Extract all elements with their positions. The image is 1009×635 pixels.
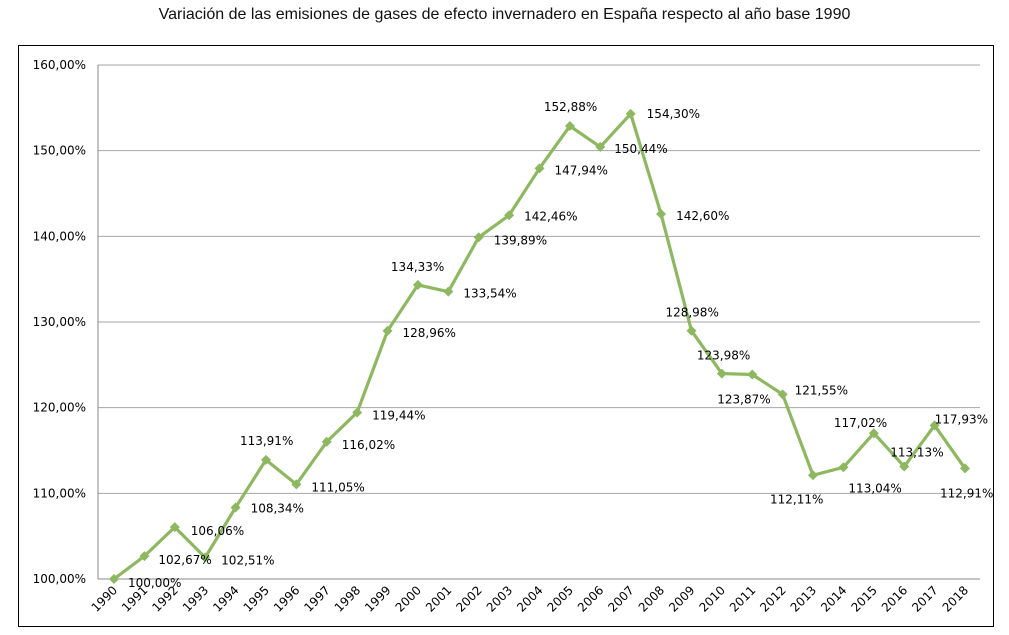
x-tick-label: 2004: [514, 583, 545, 614]
x-tick-label: 2009: [666, 583, 697, 614]
data-point-marker: [109, 574, 119, 584]
data-point-marker: [777, 389, 788, 400]
data-label: 100,00%: [128, 576, 181, 590]
x-tick-label: 2016: [879, 583, 910, 614]
data-point-marker: [838, 462, 849, 473]
data-label: 102,51%: [221, 553, 274, 567]
x-tick-label: 1994: [210, 583, 241, 614]
x-tick-label: 2006: [575, 583, 606, 614]
x-tick-label: 2005: [545, 583, 576, 614]
data-label: 117,02%: [834, 416, 887, 430]
data-point-marker: [868, 428, 879, 439]
data-point-marker: [260, 454, 271, 465]
data-label: 154,30%: [647, 107, 700, 121]
data-label: 133,54%: [463, 287, 516, 301]
y-tick-label: 100,00%: [33, 572, 86, 586]
data-point-marker: [321, 436, 332, 447]
data-point-marker: [139, 551, 150, 562]
x-tick-label: 2011: [727, 583, 758, 614]
data-label: 112,91%: [940, 486, 993, 500]
data-point-marker: [899, 461, 910, 472]
x-tick-label: 1995: [241, 583, 272, 614]
x-tick-label: 1990: [89, 583, 120, 614]
data-label: 106,06%: [191, 524, 244, 538]
data-label: 123,98%: [697, 349, 750, 363]
data-point-marker: [716, 368, 727, 379]
data-label: 113,13%: [890, 446, 943, 460]
data-label: 108,34%: [251, 502, 304, 516]
data-label: 111,05%: [311, 480, 364, 494]
data-point-marker: [960, 463, 970, 474]
data-point-marker: [595, 141, 606, 152]
x-tick-label: 2003: [484, 583, 515, 614]
data-label: 113,04%: [848, 481, 901, 495]
data-point-marker: [686, 325, 697, 336]
x-tick-label: 2018: [940, 583, 971, 614]
x-tick-label: 2013: [788, 583, 819, 614]
data-label: 142,60%: [676, 209, 729, 223]
x-tick-label: 1993: [180, 583, 211, 614]
x-tick-label: 2017: [909, 583, 940, 614]
data-label: 102,67%: [158, 553, 211, 567]
data-label: 147,94%: [555, 163, 608, 177]
data-point-marker: [230, 502, 241, 513]
data-label: 121,55%: [795, 383, 848, 397]
y-tick-label: 140,00%: [33, 229, 86, 243]
data-point-marker: [412, 279, 423, 290]
x-tick-label: 2001: [423, 583, 454, 614]
data-label: 123,87%: [717, 393, 770, 407]
x-tick-label: 2007: [605, 583, 636, 614]
data-label: 119,44%: [372, 408, 425, 422]
data-label: 116,02%: [342, 438, 395, 452]
data-point-marker: [656, 209, 667, 220]
data-label: 128,96%: [403, 326, 456, 340]
data-point-marker: [929, 420, 940, 431]
data-point-marker: [534, 163, 545, 174]
data-label: 150,44%: [614, 142, 667, 156]
x-tick-label: 2012: [757, 583, 788, 614]
x-tick-label: 2014: [818, 583, 849, 614]
data-point-marker: [504, 210, 515, 221]
y-tick-label: 110,00%: [33, 486, 86, 500]
x-tick-label: 2000: [393, 583, 424, 614]
data-point-marker: [291, 479, 302, 490]
data-point-marker: [473, 232, 484, 243]
x-tick-label: 2002: [453, 583, 484, 614]
data-label: 139,89%: [494, 233, 547, 247]
series-line: [113, 112, 967, 581]
data-point-marker: [747, 369, 758, 380]
data-label: 152,88%: [544, 100, 597, 114]
data-point-marker: [169, 522, 180, 533]
data-point-marker: [200, 552, 211, 563]
y-tick-label: 160,00%: [33, 58, 86, 72]
chart-frame: [18, 45, 994, 627]
y-tick-label: 120,00%: [33, 401, 86, 415]
data-label: 117,93%: [935, 412, 988, 426]
x-tick-label: 1997: [301, 583, 332, 614]
data-label: 112,11%: [770, 492, 823, 506]
x-tick-label: 2010: [696, 583, 727, 614]
x-tick-label: 1998: [332, 583, 363, 614]
data-label: 128,98%: [665, 306, 718, 320]
x-tick-label: 1999: [362, 583, 393, 614]
data-label: 134,33%: [391, 260, 444, 274]
data-point-marker: [564, 120, 575, 131]
x-tick-label: 1996: [271, 583, 302, 614]
x-tick-label: 2015: [848, 583, 879, 614]
data-label: 142,46%: [524, 209, 577, 223]
y-tick-label: 150,00%: [33, 144, 86, 158]
x-tick-label: 2008: [636, 583, 667, 614]
data-label: 113,91%: [240, 434, 293, 448]
y-tick-label: 130,00%: [33, 315, 86, 329]
data-point-marker: [382, 325, 393, 336]
data-point-marker: [625, 108, 636, 119]
data-point-marker: [352, 407, 363, 418]
data-point-marker: [443, 286, 454, 297]
data-point-marker: [808, 470, 819, 481]
chart-title: Variación de las emisiones de gases de e…: [158, 6, 851, 23]
